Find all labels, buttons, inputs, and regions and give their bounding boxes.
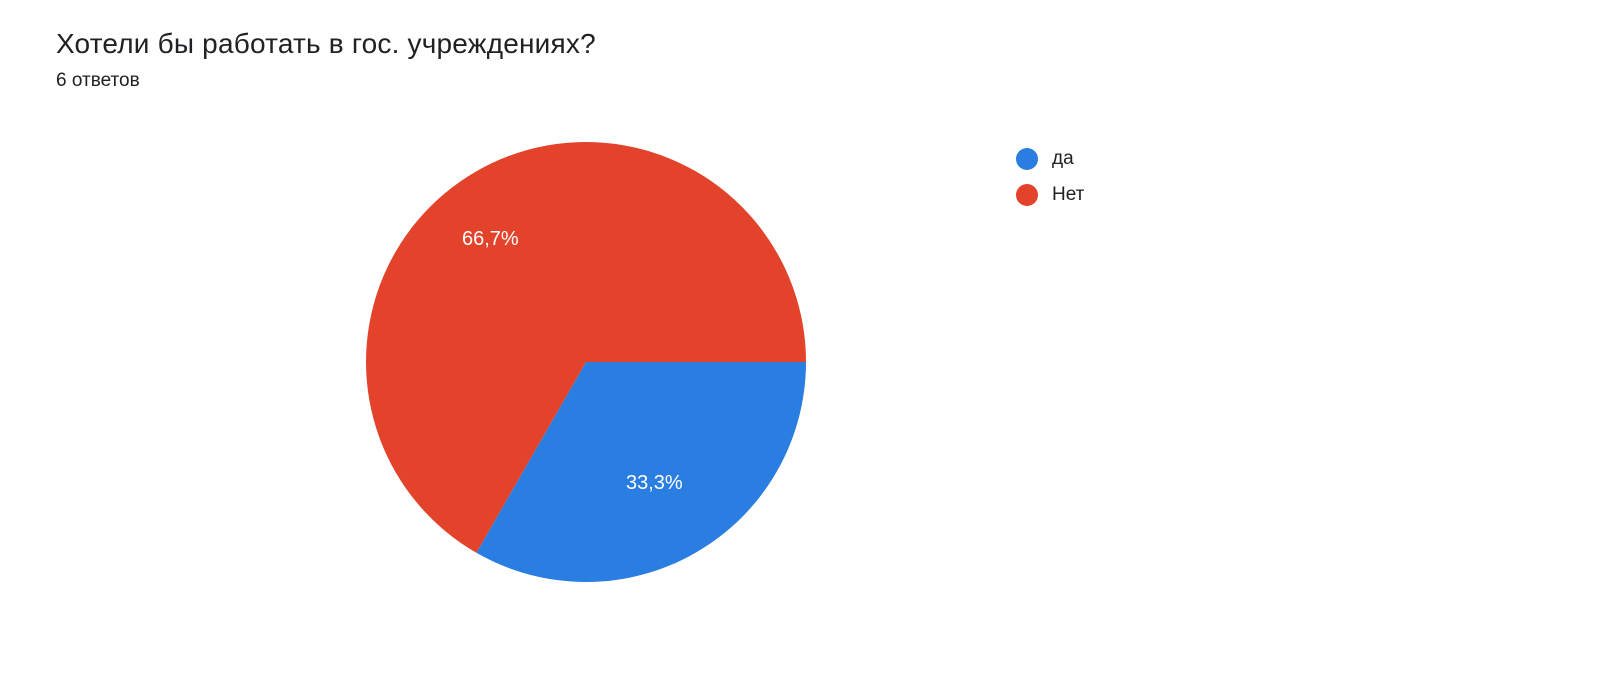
chart-subtitle: 6 ответов: [56, 70, 1544, 92]
chart-container: Хотели бы работать в гос. учреждениях? 6…: [0, 0, 1600, 610]
pie-chart: 66,7% 33,3%: [366, 142, 806, 582]
pie-svg: [366, 142, 806, 582]
slice-label-no: 66,7%: [462, 228, 519, 251]
chart-title: Хотели бы работать в гос. учреждениях?: [56, 28, 1544, 60]
legend-label-no: Нет: [1052, 184, 1084, 206]
chart-row: 66,7% 33,3% да Нет: [56, 142, 1544, 582]
legend-item-yes: да: [1016, 148, 1084, 170]
legend: да Нет: [1016, 148, 1084, 220]
legend-label-yes: да: [1052, 148, 1074, 170]
legend-item-no: Нет: [1016, 184, 1084, 206]
legend-swatch-yes: [1016, 148, 1038, 170]
slice-label-yes: 33,3%: [626, 472, 683, 495]
legend-swatch-no: [1016, 184, 1038, 206]
